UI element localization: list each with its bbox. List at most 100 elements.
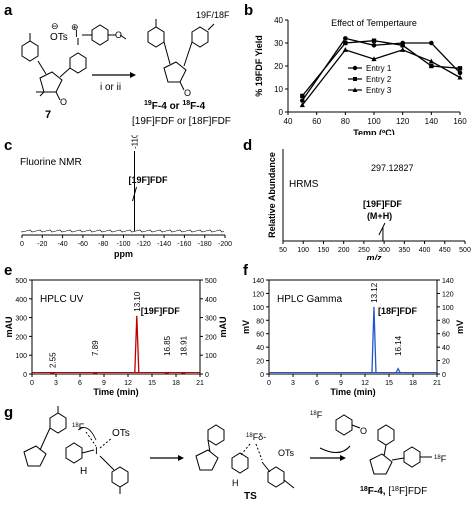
data-point xyxy=(300,98,305,103)
panel-d-label: d xyxy=(243,137,253,154)
x-tick-label: 0 xyxy=(30,380,34,387)
peak-label: 16.14 xyxy=(394,335,403,356)
x-tick-label: 500 xyxy=(459,247,471,254)
x-axis-label: Temp (ºC) xyxy=(353,128,395,135)
peak-label: 297.12827 xyxy=(371,163,414,173)
product-fluorine: 19F/18F xyxy=(196,10,230,20)
h-left: H xyxy=(80,466,87,477)
y-tick-label-left: 500 xyxy=(15,278,27,285)
x-axis-label: ppm xyxy=(114,249,133,259)
peak-label: 13.12 xyxy=(370,282,379,303)
data-point xyxy=(371,56,377,62)
x-tick-label: 15 xyxy=(148,380,156,387)
carbonyl-o: O xyxy=(60,97,67,107)
legend-marker xyxy=(353,77,357,81)
trace-peak xyxy=(164,371,170,374)
panel-d: d 50 100 150 200 250 300 350 400 450 500 297.12827… xyxy=(237,135,474,263)
panel-a: a OTs I ⊖ ⊕ O O 7 xyxy=(0,0,235,130)
peak-annotation: [19F]FDF xyxy=(141,306,180,316)
x-tick-label: -80 xyxy=(98,241,108,248)
x-tick-label: 450 xyxy=(439,247,451,254)
chart-title: Fluorine NMR xyxy=(20,157,82,168)
ots-left: OTs xyxy=(112,428,130,439)
annotation-line2: (M+H) xyxy=(367,211,392,221)
y-tick-label-left: 120 xyxy=(252,291,264,298)
chart-title: Effect of Tempertaure xyxy=(331,18,417,28)
panel-e-label: e xyxy=(4,262,13,279)
byproduct-fluorine: 18F xyxy=(310,410,323,420)
iodine-label: I xyxy=(75,29,78,40)
y-tick-label: 40 xyxy=(274,16,283,25)
temperature-chart: 40 60 80 100 120 140 160 0 10 20 30 40 Effect of Tem… xyxy=(254,16,467,138)
product-label-g: 18F-4, [18F]FDF xyxy=(360,486,427,497)
data-point xyxy=(400,43,405,48)
x-tick-label: 12 xyxy=(361,380,369,387)
data-point xyxy=(342,47,348,52)
y-tick-label-right: 60 xyxy=(442,332,450,339)
data-point xyxy=(429,40,434,46)
annotation-arrow xyxy=(378,222,386,236)
y-tick-label-right: 0 xyxy=(205,372,209,379)
annotation-arrow xyxy=(132,186,137,202)
series-line xyxy=(301,37,461,101)
oxygen-label: O xyxy=(115,30,122,40)
peak-label: 2.55 xyxy=(48,352,57,368)
trace-peak xyxy=(371,306,377,373)
trace-peak xyxy=(395,367,401,373)
x-tick-label: 150 xyxy=(318,247,330,254)
x-tick-label: 60 xyxy=(312,117,321,126)
x-tick-label: 3 xyxy=(54,380,58,387)
x-tick-label: 18 xyxy=(172,380,180,387)
y-tick-label-left: 60 xyxy=(256,332,264,339)
y-tick-label-left: 40 xyxy=(256,345,264,352)
x-tick-label: 100 xyxy=(297,247,309,254)
y-tick-label-right: 300 xyxy=(205,316,217,323)
x-tick-label: 6 xyxy=(78,380,82,387)
y-tick-label: 20 xyxy=(274,62,283,71)
x-tick-label: 400 xyxy=(419,247,431,254)
y-tick-label: 0 xyxy=(279,108,284,117)
x-tick-label: 9 xyxy=(339,380,343,387)
x-tick-label: -40 xyxy=(58,241,68,248)
legend-label: Entry 2 xyxy=(366,75,392,84)
data-point xyxy=(343,40,348,46)
panel-f: f 0 3 6 9 12 15 18 21 0 0 20 20 40 40 60 60 80 80 100 100 12… xyxy=(237,262,474,400)
reagent-label: i or ii xyxy=(100,82,121,93)
peak-label: 13.10 xyxy=(133,291,142,312)
trace-peak xyxy=(134,315,140,373)
x-tick-label: -20 xyxy=(37,241,47,248)
x-tick-label: 0 xyxy=(20,241,24,248)
peak-label: 18.91 xyxy=(179,335,188,356)
x-tick-label: 140 xyxy=(425,117,439,126)
peak-label: 7.89 xyxy=(91,340,100,356)
panel-c-label: c xyxy=(4,137,13,154)
nmr-baseline xyxy=(21,229,225,233)
y-tick-label-right: 0 xyxy=(442,372,446,379)
f4-or: F-4 or xyxy=(152,101,183,112)
data-point xyxy=(299,102,305,108)
data-point xyxy=(371,43,377,48)
ts-ots: OTs xyxy=(278,448,295,458)
panel-a-label: a xyxy=(4,2,13,19)
series-line xyxy=(301,40,461,97)
f4: F-4 xyxy=(190,101,205,112)
annotation-line1: [19F]FDF xyxy=(363,199,402,209)
sup18-plabel: 18 xyxy=(360,486,368,493)
positive-charge: ⊕ xyxy=(71,22,79,32)
iodine-left: I xyxy=(95,446,98,457)
hrms-chart: 50 100 150 200 250 300 350 400 450 500 297.12827 HR… xyxy=(267,149,471,263)
x-tick-label: 3 xyxy=(291,380,295,387)
y-axis-label-left: mV xyxy=(241,320,251,334)
superscript-18: 18 xyxy=(182,100,190,107)
y-tick-label-left: 200 xyxy=(15,334,27,341)
data-point xyxy=(457,66,463,71)
x-tick-label: -140 xyxy=(157,241,171,248)
y-tick-label: 30 xyxy=(274,39,283,48)
x-tick-label: -200 xyxy=(218,241,232,248)
product-carbonyl-o: O xyxy=(184,88,191,98)
y-tick-label-left: 0 xyxy=(23,372,27,379)
panel-e: e 0 3 6 9 12 15 18 21 0 0 100 100 200 200 300 300 400 400… xyxy=(0,262,237,400)
sup18-left: 18 xyxy=(72,423,79,429)
